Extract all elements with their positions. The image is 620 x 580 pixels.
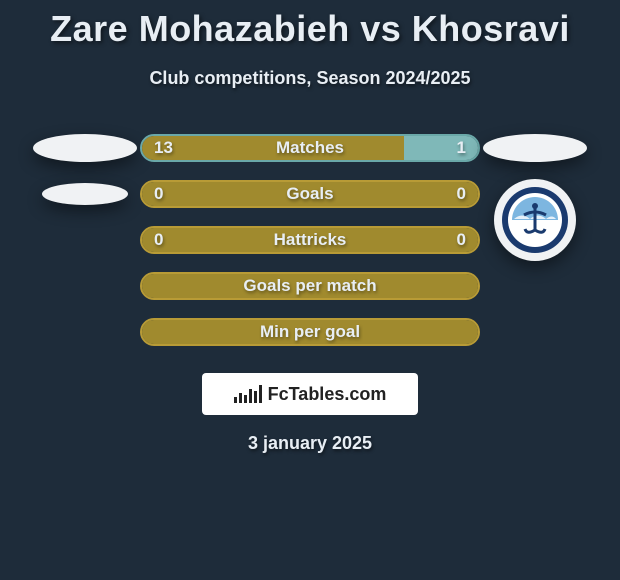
avatar-placeholder-ellipse — [33, 134, 137, 162]
page-subtitle: Club competitions, Season 2024/2025 — [0, 68, 620, 89]
stats-block: 13 Matches 1 0 Goals 0 — [0, 125, 620, 355]
player-left-avatar — [30, 134, 140, 162]
brand-text: FcTables.com — [268, 384, 387, 405]
brand-badge: FcTables.com — [202, 373, 418, 415]
stat-bar: Goals per match — [140, 272, 480, 300]
footer-date: 3 january 2025 — [0, 433, 620, 454]
stat-bar: Min per goal — [140, 318, 480, 346]
stat-value-right: 1 — [457, 138, 466, 158]
stat-value-right: 0 — [457, 230, 466, 250]
stat-bar-left — [142, 182, 478, 206]
stat-bar-right — [404, 136, 478, 160]
stat-bar: 13 Matches 1 — [140, 134, 480, 162]
page-title: Zare Mohazabieh vs Khosravi — [0, 0, 620, 50]
stat-row-mpg: Min per goal — [0, 309, 620, 355]
svg-text:MALAVAN: MALAVAN — [520, 239, 549, 245]
stat-bar-left — [142, 274, 478, 298]
stat-bar: 0 Hattricks 0 — [140, 226, 480, 254]
stat-value-left: 13 — [154, 138, 173, 158]
avatar-placeholder-ellipse — [42, 183, 128, 205]
stat-bar-left — [142, 136, 404, 160]
avatar-placeholder-ellipse — [483, 134, 587, 162]
club-left-slot — [30, 183, 140, 205]
club-crest-icon: MALAVAN — [500, 185, 570, 255]
stat-row-gpm: Goals per match — [0, 263, 620, 309]
stat-bar: 0 Goals 0 — [140, 180, 480, 208]
bar-chart-icon — [234, 385, 262, 403]
club-right-slot: MALAVAN — [480, 171, 590, 217]
stat-row-matches: 13 Matches 1 — [0, 125, 620, 171]
stat-bar-left — [142, 320, 478, 344]
stat-value-right: 0 — [457, 184, 466, 204]
stat-value-left: 0 — [154, 230, 163, 250]
club-logo-right: MALAVAN — [494, 179, 576, 261]
player-right-avatar — [480, 134, 590, 162]
stat-row-goals: 0 Goals 0 MALAVAN — [0, 171, 620, 217]
stat-value-left: 0 — [154, 184, 163, 204]
stat-bar-left — [142, 228, 478, 252]
